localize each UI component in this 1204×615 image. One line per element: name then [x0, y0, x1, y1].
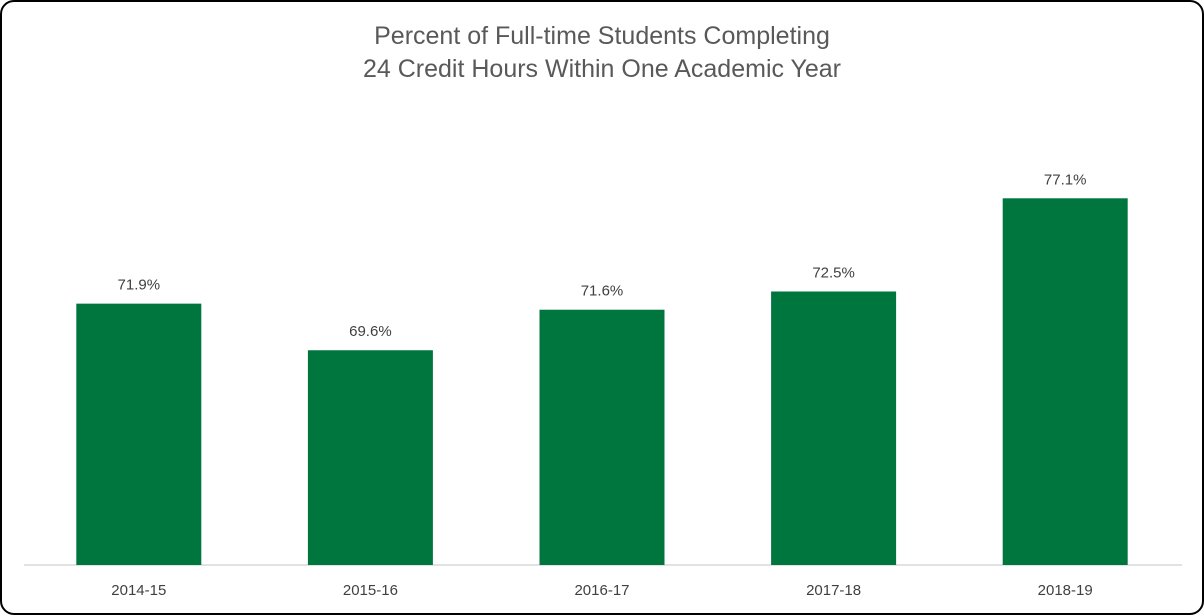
bar-2017-18: [771, 291, 897, 565]
x-tick-label-2018-19: 2018-19: [1038, 582, 1093, 599]
bar-2015-16: [307, 350, 433, 565]
data-label-2017-18: 72.5%: [812, 264, 855, 281]
chart-title-line-2: 24 Credit Hours Within One Academic Year: [362, 55, 841, 83]
bars-group: [76, 198, 1128, 565]
bar-2016-17: [539, 309, 665, 565]
chart-title-line-1: Percent of Full-time Students Completing: [374, 22, 830, 50]
x-tick-labels-group: 2014-15 2015-16 2016-17 2017-18 2018-19: [111, 582, 1092, 599]
x-tick-label-2016-17: 2016-17: [574, 582, 629, 599]
data-label-2014-15: 71.9%: [118, 277, 161, 294]
data-label-2016-17: 71.6%: [581, 283, 624, 300]
chart-title: Percent of Full-time Students Completing…: [2, 20, 1202, 86]
x-tick-label-2017-18: 2017-18: [806, 582, 861, 599]
x-tick-label-2014-15: 2014-15: [111, 582, 166, 599]
data-labels-group: 71.9% 69.6% 71.6% 72.5% 77.1%: [118, 171, 1087, 340]
bar-2018-19: [1002, 198, 1128, 565]
bar-2014-15: [76, 303, 202, 565]
x-tick-label-2015-16: 2015-16: [343, 582, 398, 599]
data-label-2018-19: 77.1%: [1044, 171, 1087, 188]
data-label-2015-16: 69.6%: [349, 323, 392, 340]
